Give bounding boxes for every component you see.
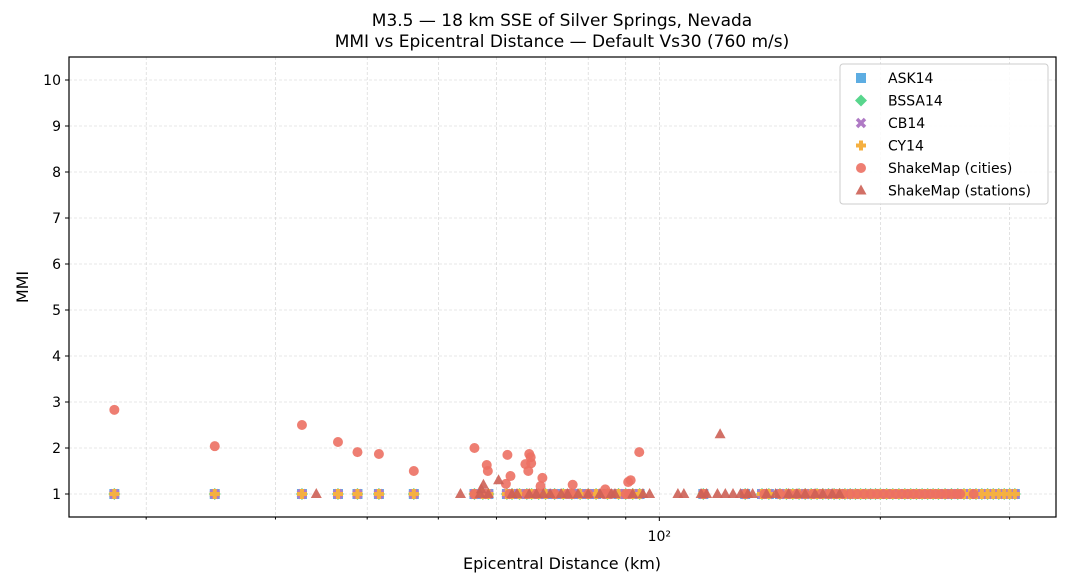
y-tick-label: 1 xyxy=(52,487,61,503)
x-tick-label: 10² xyxy=(648,529,671,545)
data-point xyxy=(310,488,322,498)
data-point xyxy=(955,489,966,499)
data-point xyxy=(469,443,480,453)
y-tick-label: 8 xyxy=(52,165,61,181)
data-point xyxy=(537,472,548,483)
data-point xyxy=(834,488,846,498)
data-point xyxy=(352,489,363,499)
legend-marker-triangle xyxy=(855,184,867,195)
series-shakemap-cities- xyxy=(109,404,979,499)
data-point xyxy=(493,474,505,485)
data-point xyxy=(627,488,639,498)
data-point xyxy=(209,489,220,499)
legend-label: ShakeMap (stations) xyxy=(888,184,1031,200)
legend-marker-diamond xyxy=(855,94,867,107)
legend-label: BSSA14 xyxy=(888,94,943,110)
legend-label: CB14 xyxy=(888,116,925,132)
data-point xyxy=(747,488,759,498)
data-point xyxy=(373,448,384,459)
legend-marker-square xyxy=(856,73,866,83)
data-point xyxy=(544,488,556,498)
y-axis-label: MMI xyxy=(13,271,32,303)
y-tick-label: 7 xyxy=(52,211,61,227)
data-point xyxy=(209,441,220,452)
legend-label: CY14 xyxy=(888,139,924,155)
legend-label: ASK14 xyxy=(888,71,934,87)
data-point xyxy=(791,488,803,498)
chart-subtitle: MMI vs Epicentral Distance — Default Vs3… xyxy=(335,32,790,52)
legend-marker-circle xyxy=(856,163,866,173)
legend-box xyxy=(839,63,1049,205)
data-point xyxy=(502,449,513,460)
data-point xyxy=(609,488,621,498)
data-point xyxy=(678,488,690,498)
data-point xyxy=(711,488,723,498)
data-point xyxy=(625,475,636,486)
y-tick-label: 5 xyxy=(52,303,61,319)
series-shakemap-stations- xyxy=(310,428,846,498)
data-point xyxy=(505,471,516,482)
data-point xyxy=(634,447,645,458)
data-point xyxy=(109,489,120,499)
data-point xyxy=(735,488,747,498)
y-tick-label: 4 xyxy=(52,349,61,365)
data-point xyxy=(523,488,535,498)
data-point xyxy=(582,488,594,498)
data-point xyxy=(500,478,511,489)
data-point xyxy=(408,489,419,499)
data-point xyxy=(408,466,419,476)
legend-label: ShakeMap (cities) xyxy=(888,161,1012,177)
data-point xyxy=(714,428,726,439)
data-point xyxy=(845,489,856,499)
data-point xyxy=(109,404,120,415)
y-tick-label: 10 xyxy=(43,73,61,89)
data-point xyxy=(482,488,494,498)
y-tick-label: 9 xyxy=(52,119,61,135)
data-point xyxy=(474,488,486,498)
legend-marker-x xyxy=(855,117,867,129)
plot-frame xyxy=(68,56,1057,518)
data-point xyxy=(562,488,574,498)
data-point xyxy=(482,466,493,476)
data-point xyxy=(530,488,542,498)
data-point xyxy=(332,489,343,499)
data-point xyxy=(526,458,537,469)
data-point xyxy=(594,488,606,498)
y-tick-label: 3 xyxy=(52,395,61,411)
data-point xyxy=(644,488,656,498)
data-point xyxy=(511,488,523,498)
data-point xyxy=(296,489,307,499)
data-point xyxy=(475,483,487,494)
data-point xyxy=(1009,489,1020,499)
data-point xyxy=(719,488,731,498)
chart-title: M3.5 — 18 km SSE of Silver Springs, Neva… xyxy=(372,11,752,31)
x-axis-label: Epicentral Distance (km) xyxy=(463,554,661,573)
data-marks xyxy=(108,404,1021,500)
data-point xyxy=(799,488,811,498)
data-point xyxy=(332,437,343,448)
data-point xyxy=(572,488,584,498)
data-point xyxy=(783,488,795,498)
data-point xyxy=(761,488,773,498)
data-point xyxy=(523,466,534,476)
y-tick-label: 2 xyxy=(52,441,61,457)
data-point xyxy=(817,488,829,498)
data-point xyxy=(968,489,979,499)
legend-marker-plus xyxy=(856,140,866,151)
data-point xyxy=(296,420,307,430)
axis-ticks: 1 2 3 4 5 6 7 8 9 10 10² xyxy=(43,73,1011,545)
legend: ASK14 BSSA14 CB14 CY14 ShakeMap (cities) Shak… xyxy=(839,63,1049,205)
data-point xyxy=(352,447,363,458)
data-point xyxy=(809,488,821,498)
data-point xyxy=(770,488,782,498)
data-point xyxy=(373,489,384,499)
data-point xyxy=(454,488,466,498)
data-point xyxy=(826,488,838,498)
data-point xyxy=(567,479,578,490)
data-point xyxy=(727,488,739,498)
data-point xyxy=(701,488,713,498)
y-tick-label: 6 xyxy=(52,257,61,273)
